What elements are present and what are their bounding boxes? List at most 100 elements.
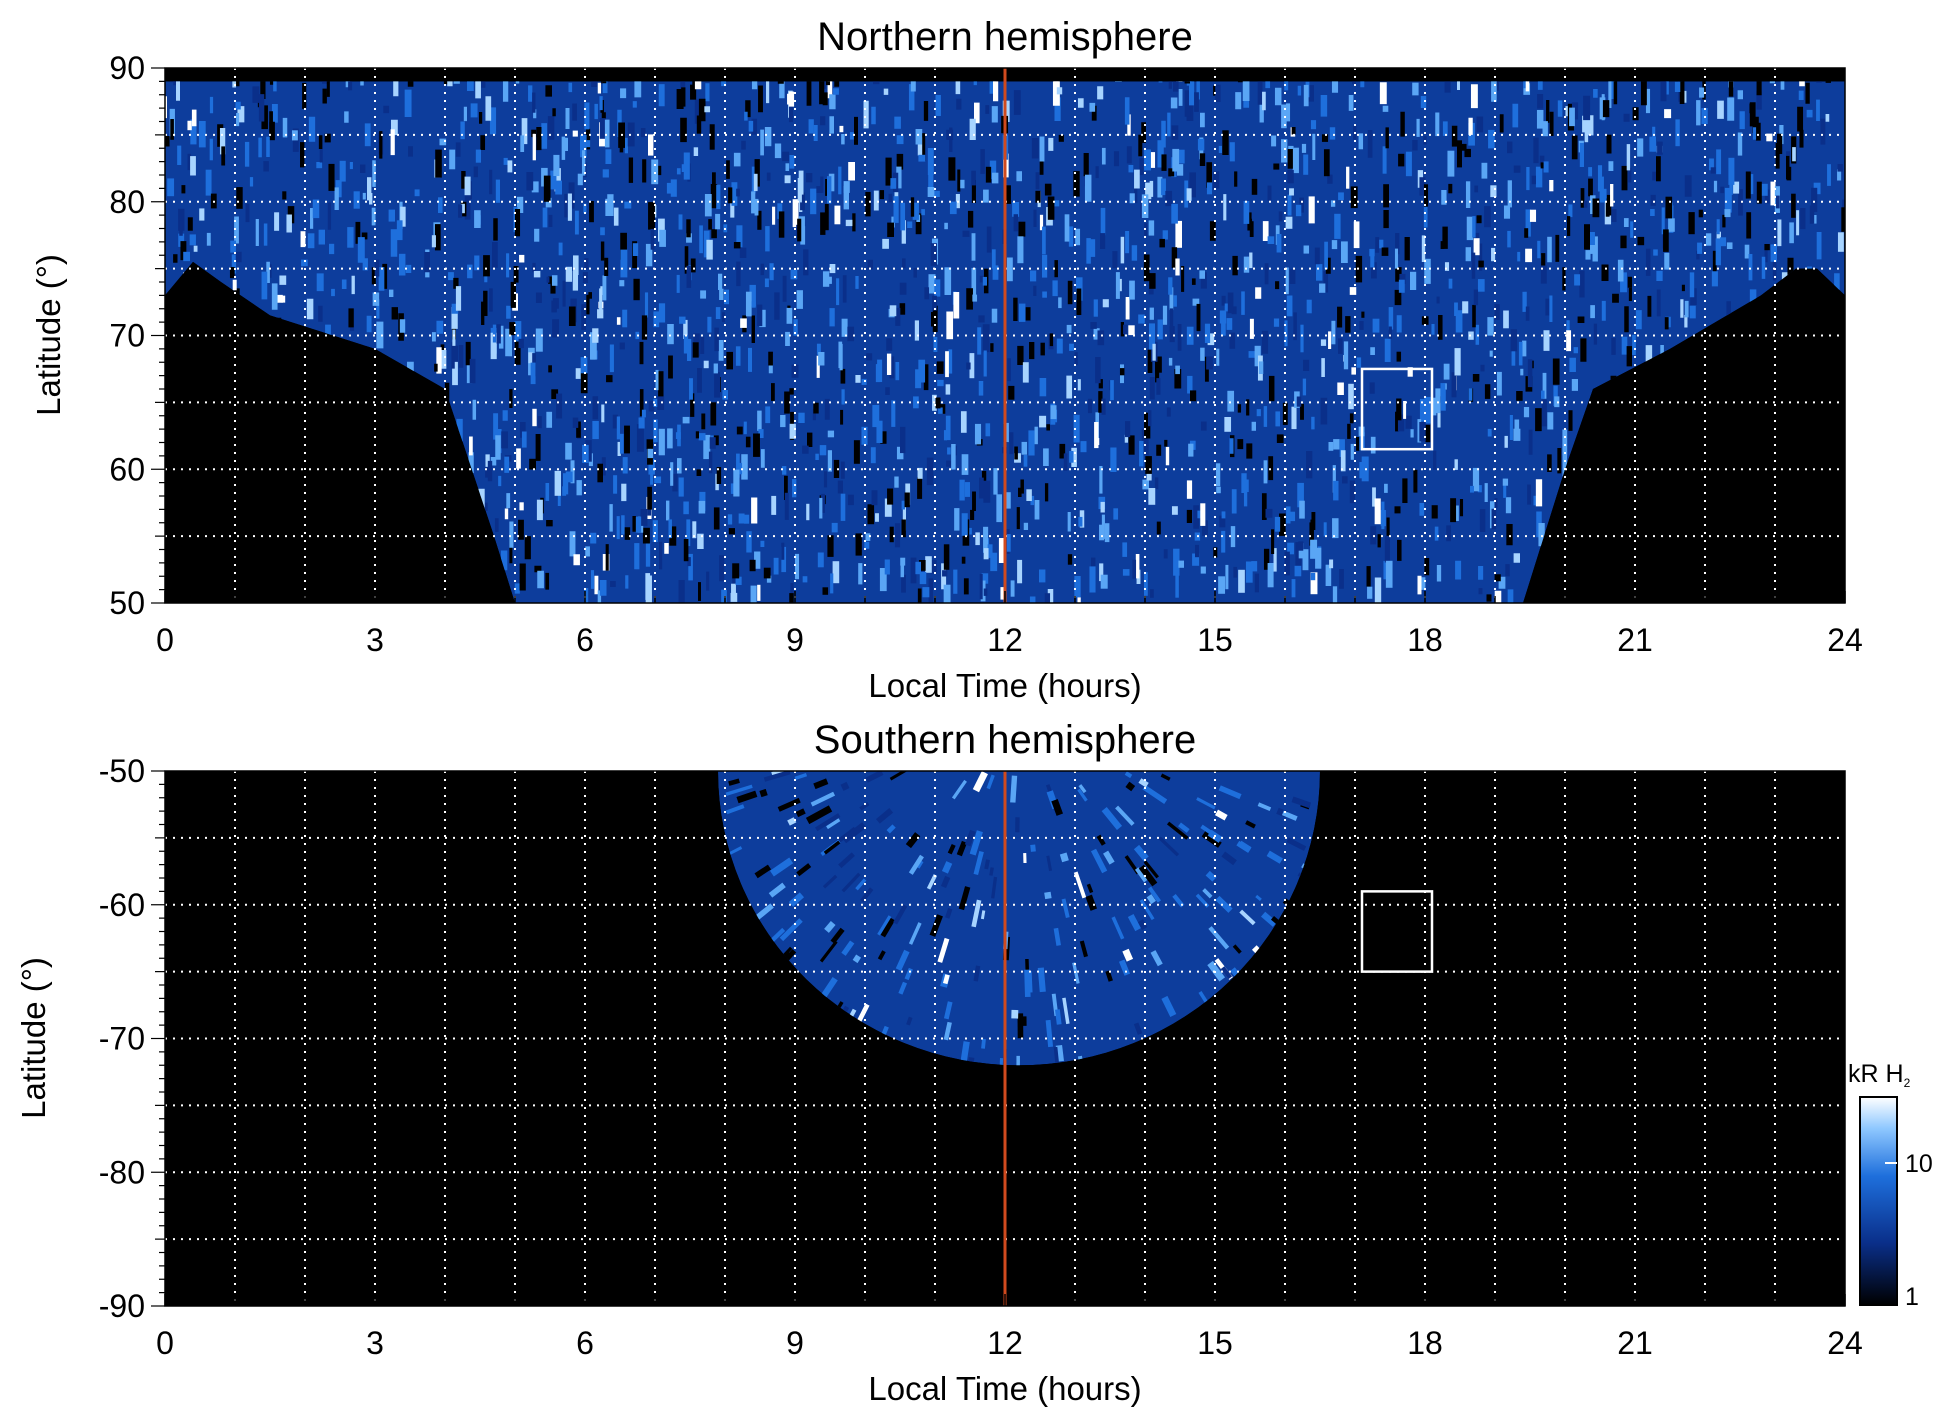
- emission-streak: [943, 1001, 953, 1020]
- emission-streak: [784, 949, 797, 962]
- emission-streak: [736, 790, 758, 804]
- emission-streak: [1202, 888, 1213, 899]
- emission-streak: [984, 859, 990, 870]
- y-tick-label: -70: [99, 1021, 145, 1057]
- y-tick-label: 90: [109, 50, 145, 86]
- emission-streak: [973, 851, 984, 875]
- emission-streak: [956, 840, 968, 857]
- colorbar-gradient: [1859, 1096, 1898, 1306]
- emission-streak: [810, 791, 836, 807]
- emission-streak: [1147, 886, 1162, 903]
- x-tick-labels: 0 3 6 9 12 15 18 21 24: [156, 622, 1863, 658]
- emission-streak: [865, 771, 884, 783]
- emission-streak: [1255, 894, 1262, 902]
- emission-streak: [973, 965, 981, 982]
- emission-streak: [1239, 909, 1256, 926]
- emission-streak: [1266, 850, 1283, 864]
- emission-streak: [823, 840, 841, 855]
- emission-streak: [1059, 852, 1069, 863]
- x-tick-label: 18: [1407, 1325, 1443, 1361]
- emission-streak: [1133, 1022, 1143, 1035]
- colorbar-tick-label: 10: [1905, 1150, 1933, 1178]
- x-tick-label: 12: [987, 1325, 1023, 1361]
- coverage-fill: [718, 771, 1320, 1066]
- emission-streak: [951, 779, 967, 800]
- emission-streak: [768, 882, 786, 898]
- axis-ticks: [151, 770, 1846, 1307]
- emission-streak: [1257, 802, 1272, 812]
- x-tick-label: 15: [1197, 622, 1233, 658]
- emission-streak: [805, 805, 833, 825]
- emission-streak: [1055, 1045, 1064, 1062]
- emission-streak: [898, 981, 908, 995]
- emission-streak: [1044, 891, 1052, 900]
- emission-streak: [819, 940, 838, 963]
- emission-streak: [1207, 960, 1226, 982]
- emission-streak: [841, 872, 861, 893]
- x-tick-label: 9: [786, 622, 804, 658]
- emission-streak: [860, 887, 874, 903]
- emission-streak: [1208, 926, 1230, 950]
- emission-streak: [889, 771, 912, 781]
- emission-streak: [1053, 1046, 1060, 1065]
- emission-streak: [813, 778, 829, 790]
- emission-streak: [1286, 837, 1307, 851]
- emission-streak: [893, 904, 908, 925]
- emission-streak: [972, 771, 988, 793]
- y-tick-label: 60: [109, 451, 145, 487]
- emission-streak: [1218, 785, 1242, 800]
- emission-streak: [1046, 855, 1053, 872]
- southern-title: Southern hemisphere: [814, 718, 1196, 762]
- emission-streak: [981, 1038, 986, 1049]
- emission-streak: [1115, 805, 1135, 826]
- emission-streak: [1061, 898, 1070, 919]
- emission-streak: [763, 771, 791, 782]
- emission-streak: [1085, 894, 1097, 911]
- emission-streak: [1053, 927, 1061, 946]
- emission-streak: [942, 974, 950, 985]
- emission-streak: [1090, 848, 1108, 874]
- emission-streak: [759, 788, 768, 798]
- emission-streak: [1232, 944, 1242, 954]
- emission-streak: [841, 940, 855, 956]
- emission-streak: [852, 954, 862, 964]
- emission-streak: [886, 824, 896, 834]
- emission-streak: [1124, 771, 1133, 779]
- region-box: [1360, 367, 1434, 451]
- emission-streak: [1051, 799, 1063, 816]
- x-tick-label: 3: [366, 1325, 384, 1361]
- emission-streak: [1158, 836, 1180, 857]
- emission-streak: [830, 927, 845, 944]
- emission-streak: [779, 918, 803, 942]
- emission-streak: [906, 1016, 913, 1026]
- southern-hemisphere-panel: Southern hemisphere 0 3 6 9 12 15 18 21 24 -50 -6…: [15, 718, 1863, 1407]
- y-tick-label: -80: [99, 1154, 145, 1190]
- emission-streak: [1161, 995, 1177, 1017]
- x-tick-label: 6: [576, 1325, 594, 1361]
- y-tick-labels: -50 -60 -70 -80 -90: [99, 753, 145, 1324]
- emission-streak: [796, 863, 812, 877]
- x-tick-label: 6: [576, 622, 594, 658]
- emission-streak: [1030, 844, 1036, 852]
- emission-streak: [1062, 997, 1070, 1025]
- emission-streak: [1146, 894, 1156, 905]
- emission-streak: [815, 813, 841, 832]
- emission-streak: [945, 907, 953, 919]
- emission-streak: [960, 1041, 970, 1064]
- emission-streak: [1133, 844, 1149, 861]
- emission-streak: [822, 874, 838, 889]
- emission-streak: [929, 914, 943, 937]
- emission-streak: [940, 875, 951, 889]
- emission-streak: [989, 867, 994, 876]
- emission-streak: [908, 854, 924, 875]
- emission-streak: [971, 899, 982, 928]
- emission-streak: [1214, 809, 1228, 821]
- emission-streak: [1101, 807, 1123, 830]
- emission-streak: [1245, 820, 1256, 829]
- emission-streak: [964, 829, 976, 847]
- emission-streak: [969, 830, 983, 856]
- emission-streak: [905, 832, 921, 849]
- emission-streak: [877, 950, 886, 961]
- emission-streak: [958, 886, 971, 911]
